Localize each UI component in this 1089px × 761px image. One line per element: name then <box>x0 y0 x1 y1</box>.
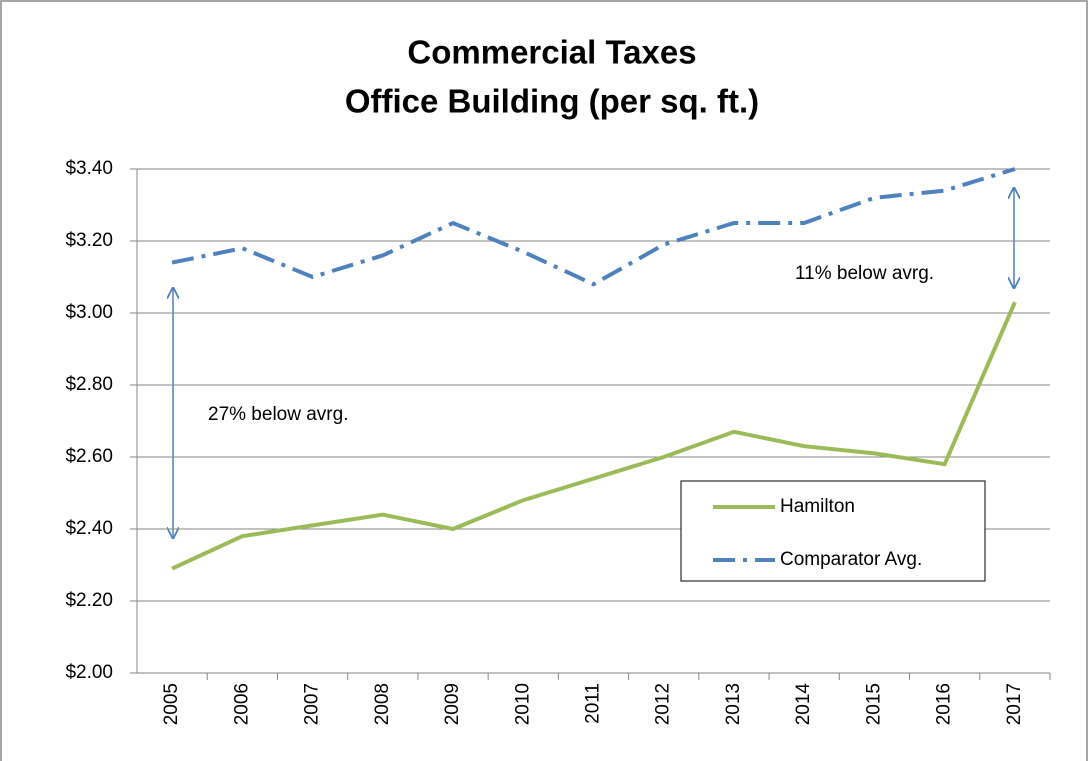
series-line <box>171 301 1017 571</box>
x-tick-label: 2017 <box>1004 683 1025 725</box>
y-tick-label: $2.80 <box>65 374 113 395</box>
chart-subtitle: Office Building (per sq. ft.) <box>345 83 759 120</box>
series-line <box>171 167 1016 287</box>
y-tick-label: $3.40 <box>65 158 113 179</box>
y-tick-label: $2.00 <box>65 662 113 683</box>
x-tick-label: 2010 <box>512 683 533 725</box>
annotation: 11% below avrg. <box>795 263 934 284</box>
chart-title: Commercial Taxes <box>407 34 696 71</box>
x-tick-label: 2014 <box>793 683 814 726</box>
y-tick-label: $2.20 <box>65 590 113 611</box>
legend-label: Comparator Avg. <box>780 549 922 570</box>
y-tick-label: $2.40 <box>65 518 113 539</box>
x-tick-label: 2008 <box>372 683 393 725</box>
x-tick-label: 2012 <box>653 683 674 725</box>
legend-box <box>680 480 986 582</box>
x-tick-label: 2015 <box>863 683 884 725</box>
x-tick-label: 2016 <box>934 683 955 725</box>
x-tick-label: 2013 <box>723 683 744 725</box>
y-tick-label: $3.00 <box>65 302 113 323</box>
x-tick-label: 2006 <box>231 683 252 725</box>
y-tick-label: $2.60 <box>65 446 113 467</box>
legend-label: Hamilton <box>780 496 855 517</box>
annotation: 27% below avrg. <box>208 404 348 425</box>
x-tick-label: 2009 <box>442 683 463 725</box>
x-tick-label: 2011 <box>583 683 604 724</box>
x-tick-label: 2005 <box>161 683 182 725</box>
y-tick-label: $3.20 <box>65 230 113 251</box>
x-tick-label: 2007 <box>302 683 323 725</box>
